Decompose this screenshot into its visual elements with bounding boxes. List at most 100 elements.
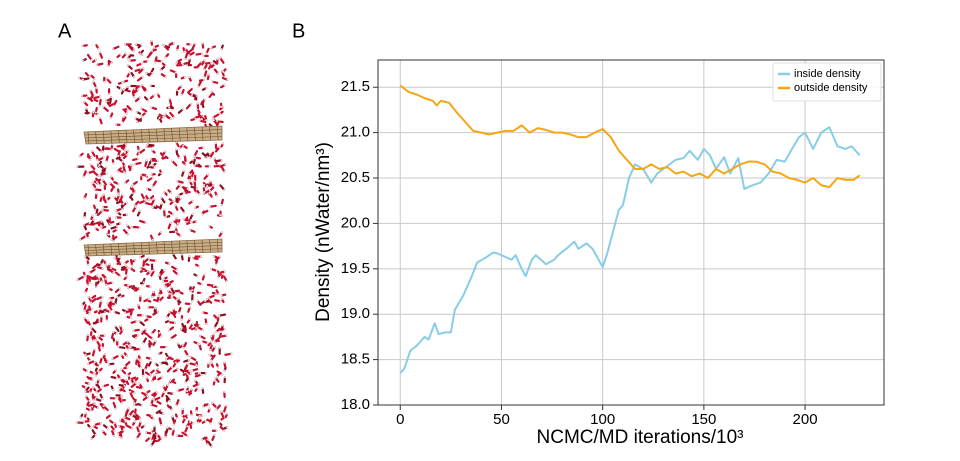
water-h bbox=[188, 255, 191, 258]
water-h bbox=[160, 409, 163, 412]
water-h bbox=[132, 50, 135, 53]
water-h bbox=[213, 346, 216, 349]
water-h bbox=[108, 297, 111, 300]
water-h bbox=[153, 425, 156, 428]
water-h bbox=[116, 295, 119, 298]
water-h bbox=[165, 401, 168, 404]
water-h bbox=[219, 300, 222, 303]
water-h bbox=[112, 271, 115, 274]
water-h bbox=[223, 84, 226, 87]
water-h bbox=[83, 309, 86, 312]
water-h bbox=[177, 196, 180, 199]
water-h bbox=[160, 423, 163, 426]
water-h bbox=[147, 198, 150, 201]
water-h bbox=[99, 95, 102, 98]
water-h bbox=[206, 184, 209, 187]
water-h bbox=[110, 61, 113, 64]
water-h bbox=[182, 218, 185, 221]
water-h bbox=[134, 117, 137, 120]
water-h bbox=[188, 180, 191, 183]
water-h bbox=[87, 172, 90, 175]
water-h bbox=[201, 405, 204, 408]
water-h bbox=[178, 146, 181, 149]
water-h bbox=[210, 445, 213, 448]
water-h bbox=[133, 87, 136, 90]
water-h bbox=[168, 319, 171, 322]
water-h bbox=[124, 143, 127, 146]
water-h bbox=[207, 404, 210, 407]
water-h bbox=[101, 430, 104, 433]
water-h bbox=[139, 366, 142, 369]
water-h bbox=[180, 93, 183, 96]
water-h bbox=[154, 61, 157, 64]
water-h bbox=[131, 226, 134, 229]
water-h bbox=[81, 304, 84, 307]
water-h bbox=[93, 188, 96, 191]
water-h bbox=[153, 46, 156, 49]
water-h bbox=[219, 56, 222, 59]
water-h bbox=[190, 94, 193, 97]
water-h bbox=[206, 443, 209, 446]
water-h bbox=[187, 359, 190, 362]
water-h bbox=[181, 408, 184, 411]
water-h bbox=[165, 358, 168, 361]
water-h bbox=[188, 178, 191, 181]
water-h bbox=[176, 268, 179, 271]
water-h bbox=[112, 434, 115, 437]
water-h bbox=[200, 283, 203, 286]
water-h bbox=[150, 332, 153, 335]
water-h bbox=[112, 331, 115, 334]
water-h bbox=[122, 202, 125, 205]
water-h bbox=[78, 155, 81, 158]
water-h bbox=[151, 206, 154, 209]
water-h bbox=[97, 162, 100, 165]
water-h bbox=[221, 324, 224, 327]
water-h bbox=[108, 182, 111, 185]
membrane bbox=[83, 238, 223, 257]
water-h bbox=[201, 311, 204, 314]
water-h bbox=[139, 417, 142, 420]
water-h bbox=[198, 193, 201, 196]
water-h bbox=[171, 159, 174, 162]
water-h bbox=[119, 53, 122, 56]
water-h bbox=[181, 344, 184, 347]
water-h bbox=[188, 57, 191, 60]
water-h bbox=[220, 231, 223, 234]
water-h bbox=[139, 266, 142, 269]
water-h bbox=[105, 172, 108, 175]
water-h bbox=[97, 174, 100, 177]
water-h bbox=[151, 239, 154, 242]
water-h bbox=[159, 335, 162, 338]
water-h bbox=[86, 370, 89, 373]
water-h bbox=[94, 208, 97, 211]
water-h bbox=[131, 164, 134, 167]
water-h bbox=[158, 274, 161, 277]
water-h bbox=[129, 390, 132, 393]
water-h bbox=[169, 117, 172, 120]
x-tick-label: 100 bbox=[590, 411, 615, 428]
water-h bbox=[159, 362, 162, 365]
water-h bbox=[118, 390, 121, 393]
water-h bbox=[155, 391, 158, 394]
water-h bbox=[127, 407, 130, 410]
water-h bbox=[89, 111, 92, 114]
water-h bbox=[200, 373, 203, 376]
water-h bbox=[146, 270, 149, 273]
water-h bbox=[115, 377, 118, 380]
water-h bbox=[170, 408, 173, 411]
water-h bbox=[208, 353, 211, 356]
water-h bbox=[133, 75, 136, 78]
water-h bbox=[91, 214, 94, 217]
water-h bbox=[146, 60, 149, 63]
membrane-grid bbox=[84, 245, 223, 251]
water-h bbox=[223, 429, 226, 432]
water-h bbox=[121, 328, 124, 331]
water-h bbox=[196, 387, 199, 390]
water-h bbox=[126, 308, 129, 311]
water-h bbox=[138, 226, 141, 229]
water-h bbox=[105, 319, 108, 322]
water-h bbox=[197, 85, 200, 88]
water-h bbox=[122, 115, 125, 118]
water-h bbox=[156, 368, 159, 371]
water-h bbox=[220, 159, 223, 162]
